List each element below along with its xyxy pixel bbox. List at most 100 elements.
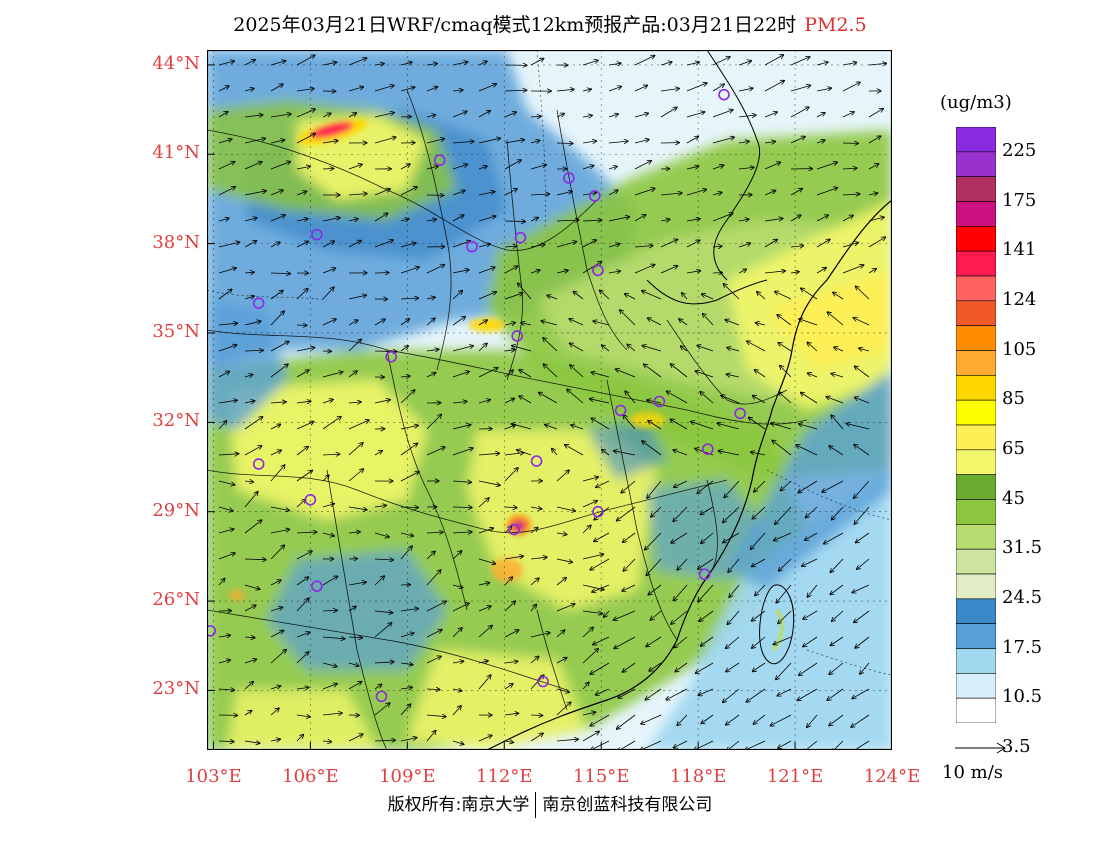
wind-arrow — [452, 402, 467, 404]
wind-arrow — [270, 311, 284, 326]
wind-arrow — [478, 626, 492, 638]
chart-title: 2025年03月21日WRF/cmaq模式12km预报产品:03月21日22时 P… — [0, 10, 1100, 37]
wind-arrow — [832, 506, 844, 520]
legend-swatch — [956, 573, 996, 600]
wind-arrow — [348, 371, 357, 378]
wind-arrow — [244, 605, 256, 612]
legend-swatch — [956, 673, 996, 699]
wind-arrow — [244, 162, 262, 170]
wind-arrow — [666, 688, 688, 700]
wind-arrow — [570, 365, 584, 378]
wind-arrow — [539, 393, 558, 404]
wind-arrow — [712, 165, 724, 170]
city-marker — [614, 404, 627, 417]
wind-arrow — [727, 348, 740, 352]
wind-arrow — [801, 393, 818, 404]
wind-arrow — [530, 656, 539, 664]
wind-arrow — [724, 480, 740, 498]
wind-arrow — [400, 738, 417, 742]
wind-arrow — [322, 684, 337, 690]
wind-arrow — [698, 688, 714, 695]
wind-arrow — [426, 115, 435, 117]
wind-arrow — [567, 389, 584, 404]
wind-arrow — [753, 662, 766, 671]
wind-arrow — [218, 61, 234, 66]
wind-arrow — [504, 140, 524, 144]
wind-arrow — [452, 740, 464, 744]
wind-arrow — [600, 290, 610, 300]
wind-arrow — [806, 506, 818, 518]
city-marker — [207, 625, 217, 637]
city-marker — [304, 493, 317, 506]
wind-arrow — [556, 114, 564, 118]
lon-label: 103°E — [185, 766, 242, 787]
city-marker — [698, 568, 711, 581]
wind-arrow — [452, 191, 465, 196]
wind-arrow — [530, 633, 550, 638]
wind-arrow — [712, 84, 724, 92]
wind-arrow — [244, 218, 257, 222]
wind-arrow — [701, 636, 714, 646]
wind-arrow — [504, 266, 518, 274]
wind-arrow — [723, 532, 740, 543]
wind-arrow — [625, 391, 636, 404]
wind-arrow — [634, 161, 651, 170]
wind-arrow — [270, 424, 280, 430]
wind-arrow — [400, 704, 411, 716]
wind-arrow — [504, 630, 519, 638]
wind-arrow — [530, 116, 541, 117]
wind-arrow — [868, 164, 879, 170]
legend-swatch — [956, 325, 996, 351]
wind-arrow — [452, 241, 470, 248]
legend-unit: (ug/m3) — [940, 92, 1012, 113]
wind-arrow — [322, 504, 334, 508]
wind-arrow — [374, 64, 384, 65]
city-marker — [252, 458, 265, 470]
wind-arrow — [270, 708, 279, 716]
wind-arrow — [452, 141, 474, 143]
wind-arrow — [400, 532, 413, 536]
wind-arrow — [829, 662, 844, 674]
wind-arrow — [702, 294, 714, 300]
wind-arrow — [556, 688, 569, 692]
wind-arrow — [728, 558, 740, 572]
wind-arrow — [634, 215, 646, 222]
wind-arrow — [270, 190, 283, 196]
city-marker — [508, 523, 520, 536]
wind-arrow — [296, 109, 315, 118]
legend-swatch — [956, 350, 996, 376]
wind-arrow — [244, 711, 252, 716]
legend-label: 105 — [1002, 338, 1037, 360]
wind-arrow — [642, 346, 662, 352]
wind-arrow — [569, 319, 584, 326]
city-marker — [530, 455, 543, 467]
wind-arrow — [400, 187, 417, 196]
wind-arrow — [218, 371, 229, 378]
wind-arrow — [807, 584, 818, 597]
wind-arrow — [790, 246, 803, 247]
legend-swatch — [956, 151, 996, 177]
wind-arrow — [591, 372, 610, 378]
wind-arrow — [426, 570, 441, 586]
wind-arrow — [244, 659, 256, 664]
wind-arrow — [582, 682, 589, 690]
wind-arrow — [218, 162, 235, 170]
wind-arrow — [700, 506, 714, 515]
wind-arrow — [679, 319, 688, 326]
wind-arrow — [799, 662, 818, 675]
wind-arrow — [270, 607, 283, 612]
wind-arrow — [400, 633, 414, 638]
wind-arrow — [573, 292, 584, 300]
wind-arrow — [478, 166, 487, 169]
wind-arrow — [374, 451, 382, 456]
wind-arrow — [779, 558, 792, 571]
lat-label: 32°N — [152, 410, 200, 432]
wind-arrow — [651, 506, 662, 517]
wind-arrow — [778, 740, 792, 748]
wind-arrow — [582, 611, 602, 614]
wind-arrow — [218, 112, 228, 118]
wind-arrow — [322, 637, 345, 639]
wind-arrow — [764, 191, 776, 196]
wind-arrow — [608, 141, 628, 143]
wind-arrow — [830, 636, 844, 646]
